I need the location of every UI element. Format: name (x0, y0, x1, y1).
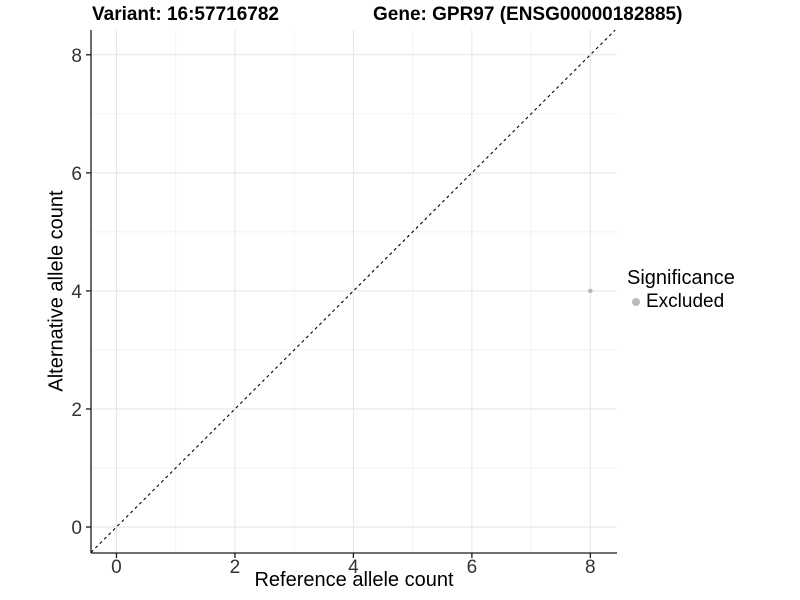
data-point-excluded (588, 288, 593, 294)
legend-item-label: Excluded (646, 291, 725, 312)
legend: Significance Excluded (627, 266, 735, 313)
x-tick-label: 8 (585, 557, 596, 578)
y-tick-label: 6 (71, 164, 82, 185)
legend-title: Significance (627, 267, 735, 289)
y-tick-label: 0 (71, 518, 82, 539)
y-axis-title: Alternative allele count (45, 190, 68, 392)
x-tick-label: 6 (467, 557, 478, 578)
plot-title-gene: Gene: GPR97 (ENSG00000182885) (373, 4, 683, 25)
x-tick-label: 0 (111, 557, 122, 578)
identity-dashed-line (90, 29, 616, 553)
plot-title-variant: Variant: 16:57716782 (92, 4, 279, 25)
legend-item-excluded: Excluded (627, 291, 735, 313)
x-tick-label: 4 (348, 557, 359, 578)
x-axis-title: Reference allele count (254, 569, 454, 591)
y-tick-label: 4 (71, 282, 82, 303)
legend-key-dot (632, 298, 640, 306)
y-tick-label: 2 (71, 400, 82, 421)
y-tick-label: 8 (71, 46, 82, 67)
x-tick-label: 2 (230, 557, 241, 578)
